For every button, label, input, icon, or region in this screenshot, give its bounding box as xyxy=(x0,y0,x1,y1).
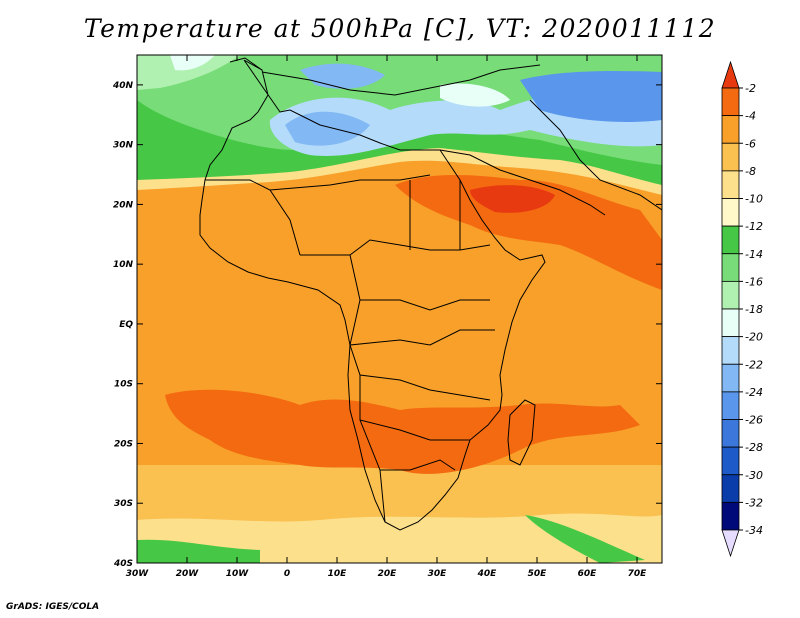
colorbar-swatch xyxy=(721,280,740,310)
colorbar-bottom-triangle xyxy=(721,529,740,558)
colorbar-label: -8 xyxy=(745,165,756,178)
lon-label: 30W xyxy=(126,569,150,579)
colorbar-label: -14 xyxy=(745,248,763,261)
map-title: Temperature at 500hPa [C], VT: 202001111… xyxy=(83,14,717,43)
lat-label: 30S xyxy=(114,499,133,509)
latitude-ticks xyxy=(137,84,662,564)
lon-label: 20E xyxy=(378,569,398,579)
colorbar-label: -6 xyxy=(745,137,756,150)
colorbar-swatch xyxy=(721,142,740,172)
colorbar-swatch xyxy=(721,170,740,199)
grads-credit: GrADS: IGES/COLA xyxy=(6,602,100,612)
colorbar: -2 -4 -6 -8 -10 -12 -14 -16 -18 -20 -22 -24 -26 -28 -3… xyxy=(721,60,763,558)
lat-label: 20S xyxy=(114,439,133,449)
lat-label: 40N xyxy=(112,81,134,91)
lat-label: 10S xyxy=(114,380,133,390)
colorbar-top-triangle xyxy=(721,60,740,89)
colorbar-swatch xyxy=(721,336,740,365)
colorbar-label: -2 xyxy=(745,82,756,95)
colorbar-label: -28 xyxy=(745,441,763,454)
colorbar-swatch xyxy=(721,446,740,476)
colorbar-label: -30 xyxy=(745,469,763,482)
lon-label: 50E xyxy=(528,569,548,579)
colorbar-swatch xyxy=(721,363,740,393)
colorbar-label: -12 xyxy=(745,220,763,233)
lon-label: 10W xyxy=(226,569,250,579)
lon-label: 0 xyxy=(284,569,290,579)
lon-label: 30E xyxy=(428,569,448,579)
colorbar-swatch xyxy=(721,87,740,117)
coastlines xyxy=(199,57,662,531)
temperature-map: 40N 30N 20N 10N EQ 10S 20S 30S 40S 30W 20W 10W 0 10E… xyxy=(112,54,763,579)
latitude-labels: 40N 30N 20N 10N EQ 10S 20S 30S 40S xyxy=(112,81,134,569)
lon-label: 20W xyxy=(176,569,200,579)
colorbar-label: -18 xyxy=(745,303,763,316)
colorbar-swatch xyxy=(721,253,740,282)
lat-label: EQ xyxy=(119,320,133,330)
colorbar-swatch xyxy=(721,115,740,144)
colorbar-label: -20 xyxy=(745,331,763,344)
lat-label: 20N xyxy=(113,200,134,210)
lon-label: 10E xyxy=(328,569,348,579)
lon-label: 40E xyxy=(477,569,498,579)
lon-label: 60E xyxy=(578,569,598,579)
colorbar-swatch xyxy=(721,198,740,227)
colorbar-swatch xyxy=(721,419,740,448)
colorbar-label: -24 xyxy=(745,386,763,399)
colorbar-label: -34 xyxy=(745,524,763,537)
lat-label: 30N xyxy=(113,141,134,151)
colorbar-swatch xyxy=(721,225,740,255)
colorbar-swatch xyxy=(721,391,740,420)
colorbar-swatch xyxy=(721,501,740,531)
colorbar-label: -26 xyxy=(745,414,763,427)
colorbar-label: -16 xyxy=(745,275,763,288)
lon-label: 70E xyxy=(628,569,648,579)
colorbar-swatch xyxy=(721,474,740,503)
lat-label: 40S xyxy=(113,559,133,569)
colorbar-label: -22 xyxy=(745,358,763,371)
longitude-ticks xyxy=(136,55,638,563)
colorbar-label: -10 xyxy=(745,193,763,206)
longitude-labels: 30W 20W 10W 0 10E 20E 30E 40E 50E 60E 70E xyxy=(126,569,647,579)
map-frame xyxy=(136,54,663,564)
colorbar-swatch xyxy=(721,308,740,338)
temperature-field xyxy=(137,55,662,563)
colorbar-label: -32 xyxy=(745,496,763,509)
colorbar-label: -4 xyxy=(745,110,756,123)
lat-label: 10N xyxy=(113,260,134,270)
